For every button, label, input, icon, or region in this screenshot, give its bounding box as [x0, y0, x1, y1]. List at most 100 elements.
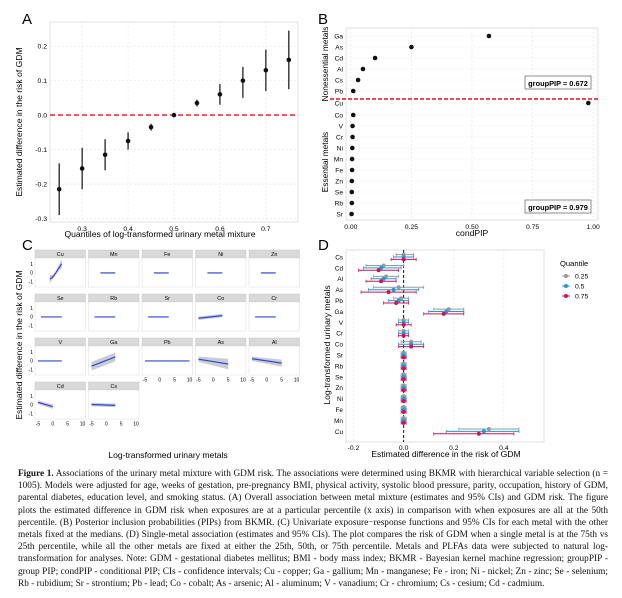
panel-c-facet-al: Al -5 0 5 10: [248, 337, 300, 384]
panel-b-x-tick-label: 0.75: [526, 224, 539, 231]
panel-c-strip-label: Sr: [165, 296, 171, 302]
panel-a-point: [79, 166, 85, 171]
panel-c-x-tick-label: 0: [158, 378, 161, 384]
panel-b-category-labels: Ga As Cd Al Cs Pb Cu Co V Cr Ni Mn Fe Zn Se Rb Sr: [334, 33, 344, 218]
panel-d-x-tick-label: 0.0: [399, 445, 409, 452]
panel-d-category-label: Cu: [335, 429, 344, 436]
panel-b-point: [355, 77, 361, 83]
panel-d-legend-label: 0.5: [575, 283, 585, 290]
panel-d-legend-swatch: [564, 274, 568, 278]
panel-d-legend-title: Quantile: [560, 259, 588, 268]
panel-a-y-tick-label: -0.3: [35, 216, 47, 223]
panel-b-point: [350, 134, 355, 140]
panel-b-grid: [346, 28, 598, 220]
panel-b-category-label: Fe: [335, 167, 343, 174]
panel-d-legend-item: 0.5: [562, 283, 585, 290]
panel-c-facet-v: V 1 0 -1: [29, 337, 86, 376]
panel-a-x-tick-label: 0.6: [215, 226, 225, 233]
panel-a-point: [286, 57, 292, 63]
panel-c-x-tick-label: 5: [173, 378, 176, 384]
panel-d-point: [401, 333, 406, 338]
panel-d-legend-label: 0.25: [575, 273, 588, 280]
panel-a-point: [194, 100, 200, 106]
panel-b-point: [409, 44, 414, 50]
panel-c-facet-cu: Cu 1 0 -1: [29, 249, 86, 288]
panel-c-response-line: [251, 358, 282, 364]
panel-b-category-label: Mn: [334, 156, 343, 163]
panel-c-x-tick-label: 5: [120, 422, 123, 428]
panel-d-category-label: V: [339, 320, 344, 327]
figure-caption: Figure 1. Associations of the urinary me…: [18, 468, 608, 590]
panel-a-y-tick-label: 0.1: [38, 78, 48, 85]
panel-a-point: [240, 78, 246, 83]
panel-b-category-label: Pb: [335, 88, 343, 95]
panel-c-y-tick-label: 1: [30, 350, 33, 356]
panel-c-strip-label: Cs: [110, 384, 117, 390]
panel-b-letter: B: [318, 11, 328, 28]
panel-c-strip-label: Zn: [271, 252, 277, 258]
panel-a-y-tick-label: -0.1: [35, 147, 47, 154]
panel-d-x-tick-label: -0.2: [348, 445, 360, 452]
panel-c-facet-ga: Ga: [88, 337, 140, 376]
panel-b-group-label-1: Nonessential metals: [320, 27, 330, 102]
panel-c-x-tick-label: 5: [66, 422, 69, 428]
panel-b-category-label: Cr: [336, 134, 344, 141]
panel-d-point: [481, 429, 486, 434]
panel-b-x-tick-label: 0.25: [405, 224, 418, 231]
panel-c-y-tick-label: 1: [30, 306, 33, 312]
panel-c-facet-se: Se 1 0 -1: [29, 293, 86, 332]
panel-b-point: [350, 145, 355, 151]
panel-c-y-tick-label: 1: [30, 262, 33, 268]
panel-c-strip-label: Ni: [218, 252, 223, 258]
panel-d-point: [444, 309, 449, 314]
panel-c-facet-ni: Ni: [195, 249, 247, 288]
panel-d-point: [401, 410, 406, 414]
panel-b-point: [372, 55, 378, 61]
panel-a-point: [102, 152, 108, 158]
panel-d-x-tick-label: 0.2: [449, 445, 459, 452]
panel-d-marks: [358, 252, 520, 436]
panel-c-strip-label: Pb: [164, 340, 171, 346]
panel-c-strip-label: Mn: [110, 252, 118, 258]
panel-d-point: [391, 287, 396, 292]
panel-c-ci-band: [251, 356, 282, 367]
panel-b-category-label: Cs: [335, 77, 344, 84]
panel-b: B Ga As Cd Al Cs Pb Cu Co V Cr Ni Mn Fe Zn Se Rb Sr 0.00…: [318, 11, 600, 238]
panel-c-y-tick-label: 0: [30, 315, 33, 321]
panel-b-group-label-2: Essential metals: [320, 132, 330, 192]
panel-b-point: [349, 178, 355, 184]
panel-d-category-label: Zn: [336, 385, 344, 392]
panel-d-point: [379, 279, 384, 284]
panel-d-category-label: Mn: [334, 418, 343, 425]
panel-d-category-label: Pb: [335, 298, 343, 305]
panel-b-x-tick-label: 0.00: [344, 224, 357, 231]
panel-c-strip-label: Co: [217, 296, 224, 302]
panel-d-category-label: As: [336, 287, 343, 294]
panel-d-point: [401, 257, 406, 262]
panel-b-category-label: V: [339, 123, 344, 130]
panel-c-strip-label: Al: [272, 340, 277, 346]
panel-d-legend: Quantile 0.25 0.5 0.75: [560, 259, 588, 300]
panel-b-point: [350, 112, 356, 118]
panel-d-letter: D: [318, 237, 329, 254]
panel-c-strip-label: Ga: [110, 340, 117, 346]
panel-a-x-tick-label: 0.4: [123, 226, 133, 233]
panel-b-xlabel: condPIP: [456, 228, 489, 238]
panel-d-category-label: Cd: [335, 265, 344, 272]
panel-a-point: [217, 92, 223, 97]
panel-d-point: [476, 431, 481, 436]
panel-c-facet-co: Co: [195, 293, 247, 332]
panel-d-category-label: Se: [335, 374, 343, 381]
panel-d-point: [401, 377, 406, 382]
panel-b-category-label: Al: [337, 66, 343, 73]
panel-d-category-labels: Cs Cd Al As Pb Ga V Cr Co Sr Rb Se Zn Ni Fe Mn Cu: [334, 254, 344, 435]
panel-c-y-tick-label: -1: [29, 324, 34, 330]
panel-d-point: [376, 268, 381, 273]
panel-c-facet-cs: Cs -5 0 5 10: [88, 381, 140, 428]
panel-c-strip-label: Cu: [57, 252, 64, 258]
panel-a-marks: [56, 30, 292, 216]
panel-a-point: [171, 112, 177, 118]
panel-b-grouppip-box-2: groupPIP = 0.979: [524, 199, 592, 214]
panel-d-category-label: Co: [335, 342, 344, 349]
panel-a: A 0.3 0.4 0.5 0.6 0.7 0.20.10.0-0.1-0.2-0.3 …: [14, 11, 299, 239]
